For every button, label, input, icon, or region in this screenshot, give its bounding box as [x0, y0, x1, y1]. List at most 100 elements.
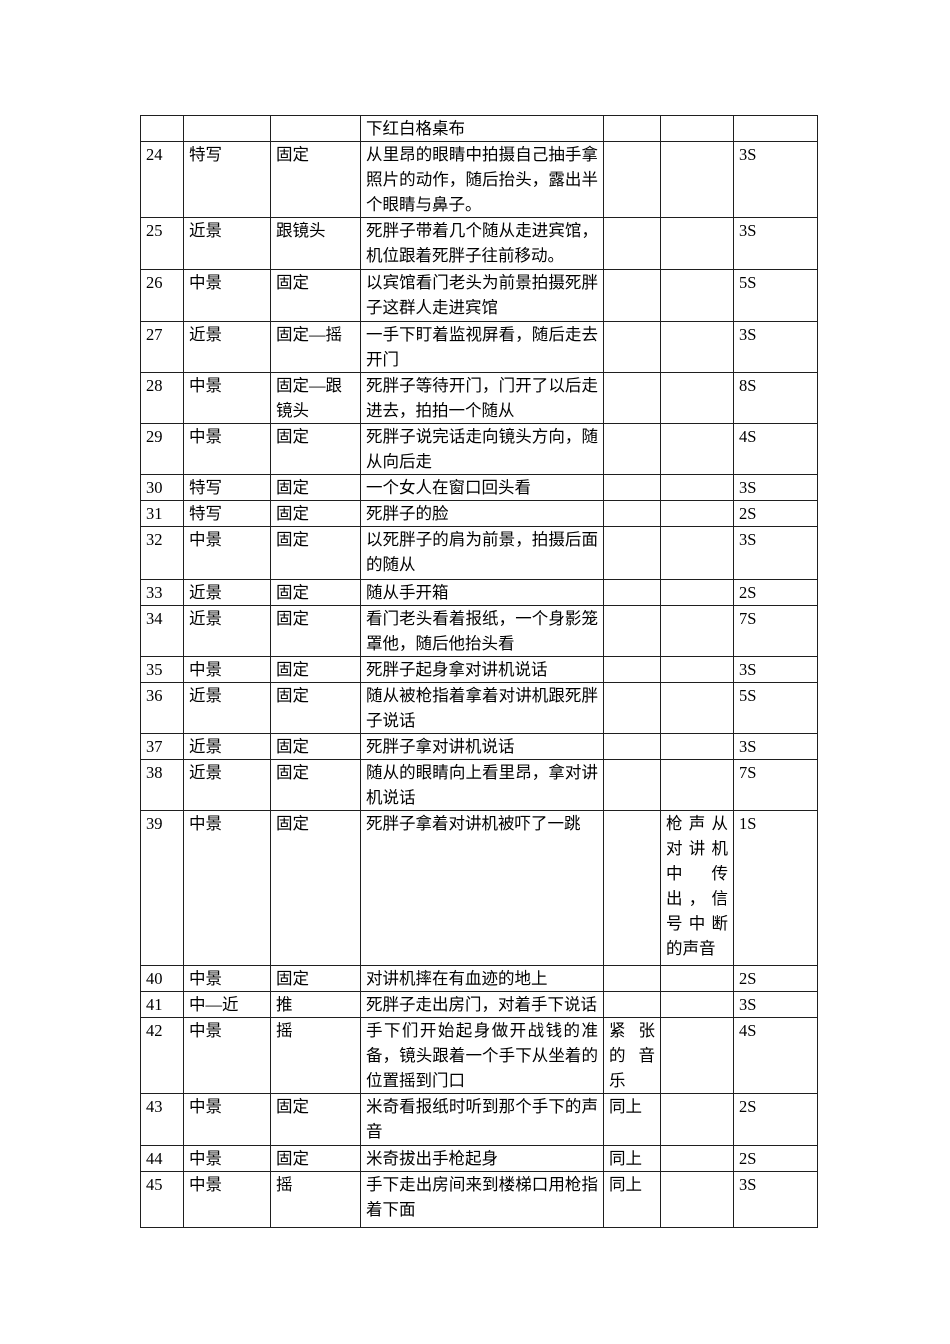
cell-shot-number: 42 [140, 1017, 184, 1094]
cell-music [603, 269, 661, 322]
cell-shot-size: 近景 [183, 605, 271, 657]
cell-sfx [660, 733, 734, 760]
cell-shot-number: 39 [140, 810, 184, 966]
cell-camera-move: 固定 [270, 656, 361, 683]
cell-duration: 5S [733, 269, 818, 322]
cell-sfx [660, 1145, 734, 1172]
cell-duration: 3S [733, 474, 818, 501]
cell-shot-size: 近景 [183, 579, 271, 606]
cell-sfx [660, 141, 734, 218]
cell-shot-size: 中景 [183, 526, 271, 580]
cell-description: 从里昂的眼睛中拍摄自己抽手拿照片的动作，随后抬头，露出半个眼睛与鼻子。 [360, 141, 604, 218]
table-row: 32 中景 固定 以死胖子的肩为前景，拍摄后面的随从 3S [140, 526, 818, 580]
cell-description: 对讲机摔在有血迹的地上 [360, 965, 604, 992]
cell-shot-size: 近景 [183, 682, 271, 734]
cell-music [603, 965, 661, 992]
cell-sfx [660, 474, 734, 501]
cell-description: 死胖子的脸 [360, 500, 604, 527]
cell-music [603, 141, 661, 218]
cell-music [603, 217, 661, 270]
cell-description: 看门老头看着报纸，一个身影笼罩他，随后他抬头看 [360, 605, 604, 657]
cell-shot-number: 27 [140, 321, 184, 373]
cell-sfx [660, 1017, 734, 1094]
cell-duration: 2S [733, 500, 818, 527]
cell-music [603, 682, 661, 734]
table-row: 43 中景 固定 米奇看报纸时听到那个手下的声音 同上 2S [140, 1093, 818, 1146]
cell-shot-number: 32 [140, 526, 184, 580]
table-row: 26 中景 固定 以宾馆看门老头为前景拍摄死胖子这群人走进宾馆 5S [140, 269, 818, 322]
cell-shot-number: 37 [140, 733, 184, 760]
table-row: 24 特写 固定 从里昂的眼睛中拍摄自己抽手拿照片的动作，随后抬头，露出半个眼睛与鼻子… [140, 141, 818, 218]
table-row: 27 近景 固定—摇 一手下盯着监视屏看，随后走去开门 3S [140, 321, 818, 373]
cell-sfx [660, 115, 734, 142]
cell-description: 死胖子带着几个随从走进宾馆，机位跟着死胖子往前移动。 [360, 217, 604, 270]
cell-shot-number: 33 [140, 579, 184, 606]
cell-shot-size: 特写 [183, 141, 271, 218]
cell-music [603, 579, 661, 606]
cell-camera-move: 固定 [270, 474, 361, 501]
cell-shot-number: 29 [140, 423, 184, 475]
cell-camera-move: 固定 [270, 1093, 361, 1146]
cell-duration: 4S [733, 1017, 818, 1094]
cell-shot-number [140, 115, 184, 142]
table-row: 37 近景 固定 死胖子拿对讲机说话 3S [140, 733, 818, 760]
cell-shot-size: 中—近 [183, 991, 271, 1018]
cell-description: 死胖子走出房门，对着手下说话 [360, 991, 604, 1018]
cell-camera-move: 固定 [270, 1145, 361, 1172]
cell-camera-move: 固定 [270, 733, 361, 760]
cell-camera-move: 固定—跟镜头 [270, 372, 361, 424]
cell-camera-move: 固定 [270, 500, 361, 527]
cell-camera-move: 固定 [270, 141, 361, 218]
cell-description: 死胖子起身拿对讲机说话 [360, 656, 604, 683]
cell-shot-size: 特写 [183, 474, 271, 501]
cell-music [603, 810, 661, 966]
cell-shot-number: 36 [140, 682, 184, 734]
cell-music: 同上 [603, 1145, 661, 1172]
cell-sfx [660, 217, 734, 270]
cell-sfx [660, 269, 734, 322]
cell-shot-size: 中景 [183, 656, 271, 683]
cell-description: 随从被枪指着拿着对讲机跟死胖子说话 [360, 682, 604, 734]
cell-camera-move: 推 [270, 991, 361, 1018]
cell-description: 手下们开始起身做开战钱的准备，镜头跟着一个手下从坐着的位置摇到门口 [360, 1017, 604, 1094]
cell-shot-number: 45 [140, 1171, 184, 1228]
cell-music [603, 991, 661, 1018]
cell-sfx [660, 372, 734, 424]
table-row: 36 近景 固定 随从被枪指着拿着对讲机跟死胖子说话 5S [140, 682, 818, 734]
cell-music [603, 474, 661, 501]
cell-camera-move: 固定 [270, 526, 361, 580]
table-row: 下红白格桌布 [140, 115, 818, 142]
cell-music [603, 733, 661, 760]
table-row: 45 中景摇手下走出房间来到楼梯口用枪指着下面 同上 3S [140, 1171, 818, 1228]
cell-shot-size [183, 115, 271, 142]
table-row: 41 中—近推死胖子走出房门，对着手下说话 3S [140, 991, 818, 1018]
cell-shot-size: 中景 [183, 372, 271, 424]
cell-shot-number: 34 [140, 605, 184, 657]
cell-duration: 2S [733, 1145, 818, 1172]
cell-description: 下红白格桌布 [360, 115, 604, 142]
table-row: 33 近景 固定 随从手开箱 2S [140, 579, 818, 606]
cell-shot-number: 26 [140, 269, 184, 322]
cell-camera-move: 固定 [270, 759, 361, 811]
table-row: 35 中景 固定 死胖子起身拿对讲机说话 3S [140, 656, 818, 683]
cell-description: 米奇拔出手枪起身 [360, 1145, 604, 1172]
cell-music [603, 372, 661, 424]
cell-music [603, 526, 661, 580]
cell-camera-move: 固定 [270, 579, 361, 606]
cell-sfx [660, 656, 734, 683]
cell-duration: 3S [733, 217, 818, 270]
cell-duration: 3S [733, 526, 818, 580]
cell-shot-number: 38 [140, 759, 184, 811]
cell-music [603, 605, 661, 657]
table-row: 31 特写 固定 死胖子的脸 2S [140, 500, 818, 527]
cell-sfx [660, 579, 734, 606]
cell-music: 紧张的音乐 [603, 1017, 661, 1094]
cell-music: 同上 [603, 1171, 661, 1228]
cell-description: 随从的眼睛向上看里昂，拿对讲机说话 [360, 759, 604, 811]
cell-description: 米奇看报纸时听到那个手下的声音 [360, 1093, 604, 1146]
cell-music [603, 500, 661, 527]
cell-duration: 3S [733, 991, 818, 1018]
cell-duration: 3S [733, 656, 818, 683]
cell-duration: 2S [733, 1093, 818, 1146]
